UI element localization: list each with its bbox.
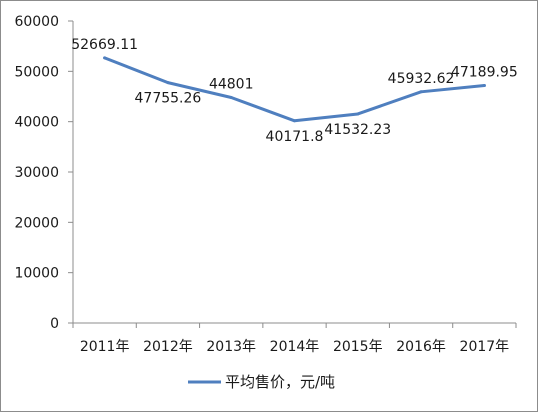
data-label: 52669.11 bbox=[71, 37, 138, 53]
series-layer bbox=[103, 56, 486, 123]
y-tick-label: 30000 bbox=[14, 165, 59, 181]
data-point bbox=[229, 96, 233, 100]
y-tick-labels: 0 10000 20000 30000 40000 50000 60000 bbox=[14, 14, 59, 332]
x-tick-labels: 2011年 2012年 2013年 2014年 2015年 2016年 2017年 bbox=[80, 339, 509, 355]
data-point bbox=[103, 56, 107, 60]
data-label: 44801 bbox=[209, 77, 254, 93]
y-tick-label: 40000 bbox=[14, 115, 59, 131]
data-point bbox=[482, 83, 486, 87]
data-point bbox=[293, 119, 296, 123]
y-tick-label: 60000 bbox=[14, 14, 59, 30]
data-label: 45932.62 bbox=[388, 71, 455, 87]
x-tick-label: 2011年 bbox=[80, 339, 130, 355]
data-point bbox=[419, 90, 423, 94]
data-point bbox=[166, 81, 170, 85]
data-labels: 52669.11 47755.26 44801 40171.8 41532.23 4593… bbox=[71, 37, 518, 145]
y-tick-label: 10000 bbox=[14, 266, 59, 282]
x-tick-label: 2016年 bbox=[396, 339, 446, 355]
data-label: 40171.8 bbox=[266, 129, 324, 145]
y-tick-label: 50000 bbox=[14, 64, 59, 80]
data-label: 47189.95 bbox=[451, 64, 518, 80]
x-tick-label: 2012年 bbox=[143, 339, 193, 355]
x-tick-label: 2015年 bbox=[333, 339, 383, 355]
y-tick-label: 20000 bbox=[14, 215, 59, 231]
data-point bbox=[356, 112, 360, 116]
legend: 平均售价，元/吨 bbox=[188, 373, 335, 391]
x-tick-label: 2013年 bbox=[206, 339, 256, 355]
x-tick-label: 2014年 bbox=[270, 339, 320, 355]
data-label: 41532.23 bbox=[324, 122, 391, 138]
legend-label: 平均售价，元/吨 bbox=[225, 373, 335, 391]
axes bbox=[68, 20, 517, 328]
y-tick-label: 0 bbox=[50, 316, 59, 332]
series-line bbox=[103, 56, 486, 123]
x-tick-label: 2017年 bbox=[460, 339, 510, 355]
data-label: 47755.26 bbox=[135, 91, 202, 107]
watermark-text: 搜狐号@中金企信国际咨询 bbox=[339, 9, 519, 27]
